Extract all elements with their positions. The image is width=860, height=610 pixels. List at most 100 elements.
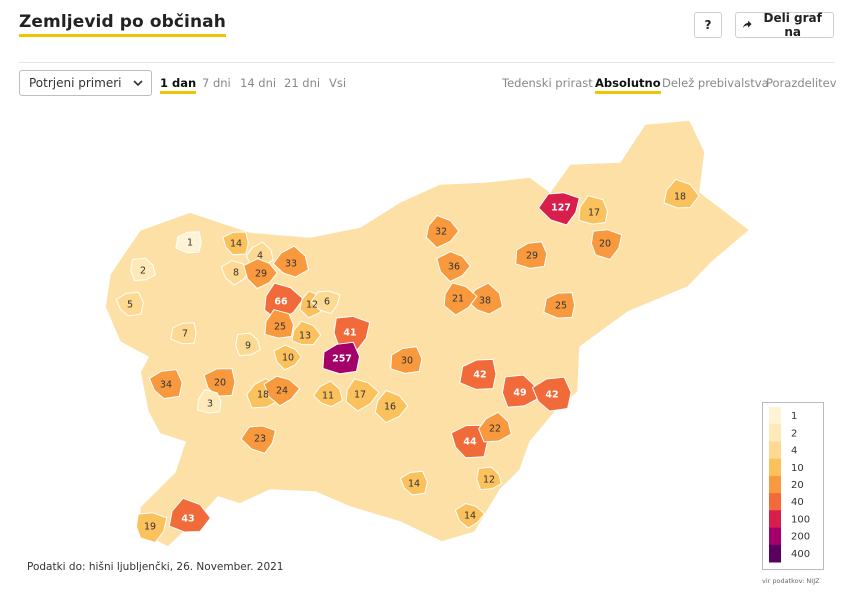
region-r29[interactable]: [135, 512, 168, 544]
region-r15[interactable]: [322, 341, 361, 375]
region-r41[interactable]: [537, 192, 580, 226]
share-button[interactable]: Deli graf na: [735, 11, 834, 39]
legend-label-200: 200: [791, 532, 810, 543]
region-label-r4: 14: [230, 239, 242, 250]
region-r25[interactable]: [374, 389, 409, 424]
region-label-r20: 18: [257, 390, 269, 401]
region-label-r12: 25: [274, 322, 286, 333]
region-label-r42: 17: [588, 208, 600, 219]
region-r17[interactable]: [235, 332, 261, 357]
region-label-r13: 13: [299, 331, 311, 342]
region-label-r2: 2: [140, 266, 146, 277]
chevron-down-icon: [133, 80, 143, 87]
region-label-r21: 24: [276, 386, 288, 397]
tab-tedenski-prirast[interactable]: Tedenski prirast: [502, 76, 593, 90]
region-label-r24: 17: [354, 390, 366, 401]
region-r43[interactable]: [663, 178, 700, 209]
region-r19[interactable]: [203, 368, 236, 397]
region-r37[interactable]: [436, 251, 471, 283]
legend-svg: 1 2 4 10 20 40 100 200 400: [769, 407, 810, 563]
region-r13[interactable]: [291, 320, 322, 346]
region-label-r39: 21: [452, 294, 464, 305]
metric-select-value: Potrjeni primeri: [29, 76, 122, 90]
metric-select[interactable]: Potrjeni primeri: [19, 70, 152, 96]
region-label-r23: 11: [322, 391, 334, 402]
legend-swatch-1: [769, 407, 781, 425]
help-button[interactable]: ?: [694, 12, 722, 38]
region-r28[interactable]: [168, 497, 212, 533]
legend-swatch-2: [769, 424, 781, 442]
data-source-credit: vir podatkov: NIJZ: [762, 577, 820, 585]
region-label-r17: 9: [245, 341, 251, 352]
region-r3[interactable]: [115, 291, 144, 317]
region-label-r8: 33: [285, 259, 297, 270]
data-date-note: Podatki do: hišni ljubljenčki, 26. Novem…: [27, 561, 284, 573]
region-r12[interactable]: [264, 309, 295, 339]
region-r11[interactable]: [310, 290, 341, 315]
region-r32[interactable]: [501, 374, 539, 408]
region-r16[interactable]: [170, 322, 197, 345]
region-r22[interactable]: [273, 344, 303, 371]
region-r24[interactable]: [345, 378, 380, 412]
color-legend: 1 2 4 10 20 40 100 200 400: [762, 402, 824, 570]
tab-1-dan[interactable]: 1 dan: [160, 76, 197, 94]
legend-swatch-200: [769, 527, 781, 546]
region-r42[interactable]: [578, 195, 609, 225]
region-label-r45: 29: [526, 251, 538, 262]
region-r33[interactable]: [531, 376, 572, 412]
tab-delez-prebivalstva[interactable]: Delež prebivalstva: [662, 76, 769, 90]
region-r23[interactable]: [312, 380, 343, 408]
region-r2[interactable]: [130, 257, 156, 282]
region-r35[interactable]: [478, 411, 512, 443]
region-r27[interactable]: [197, 389, 222, 414]
region-r44[interactable]: [590, 229, 623, 261]
region-r46[interactable]: [543, 292, 576, 319]
region-r21[interactable]: [263, 375, 301, 407]
legend-swatch-400: [769, 544, 781, 563]
region-r8[interactable]: [272, 245, 310, 278]
region-label-r37: 36: [448, 262, 460, 273]
region-label-r34: 44: [463, 437, 477, 448]
tab-absolutno[interactable]: Absolutno: [595, 76, 661, 94]
tab-vsi[interactable]: Vsi: [329, 76, 347, 90]
region-r7[interactable]: [243, 258, 278, 290]
legend-swatch-10: [769, 458, 781, 477]
region-r40[interactable]: [425, 214, 460, 249]
tab-7-dni[interactable]: 7 dni: [202, 76, 231, 90]
region-label-r27: 3: [207, 399, 213, 410]
tab-14-dni[interactable]: 14 dni: [240, 76, 277, 90]
legend-label-10: 10: [791, 463, 804, 474]
share-button-label: Deli graf na: [763, 11, 822, 39]
region-label-r35: 22: [489, 424, 501, 435]
region-label-r47: 12: [483, 475, 495, 486]
region-r39[interactable]: [443, 282, 478, 316]
region-r31[interactable]: [459, 358, 497, 390]
region-r18[interactable]: [148, 369, 183, 400]
share-arrow-icon: [742, 20, 752, 29]
legend-label-400: 400: [791, 549, 810, 560]
region-label-r36: 14: [464, 511, 476, 522]
region-label-r5: 4: [257, 251, 263, 262]
tab-porazdelitev[interactable]: Porazdelitev: [766, 76, 837, 90]
region-label-r43: 18: [674, 192, 686, 203]
region-label-r30: 30: [401, 356, 413, 367]
region-label-r11: 6: [324, 297, 330, 308]
region-r48[interactable]: [399, 470, 428, 496]
legend-label-4: 4: [791, 446, 797, 457]
region-r4[interactable]: [222, 231, 249, 256]
region-r1[interactable]: [175, 231, 202, 254]
region-label-r14: 41: [343, 328, 356, 339]
region-label-r3: 5: [127, 300, 133, 311]
region-r47[interactable]: [476, 466, 502, 491]
legend-swatch-100: [769, 510, 781, 528]
region-r36[interactable]: [454, 502, 486, 529]
region-label-r31: 42: [473, 370, 486, 381]
region-r45[interactable]: [515, 241, 548, 269]
region-label-r29: 19: [144, 522, 156, 533]
region-r26[interactable]: [240, 425, 277, 454]
region-label-r6: 8: [233, 268, 239, 279]
tab-21-dni[interactable]: 21 dni: [284, 76, 321, 90]
region-r30[interactable]: [390, 346, 423, 374]
